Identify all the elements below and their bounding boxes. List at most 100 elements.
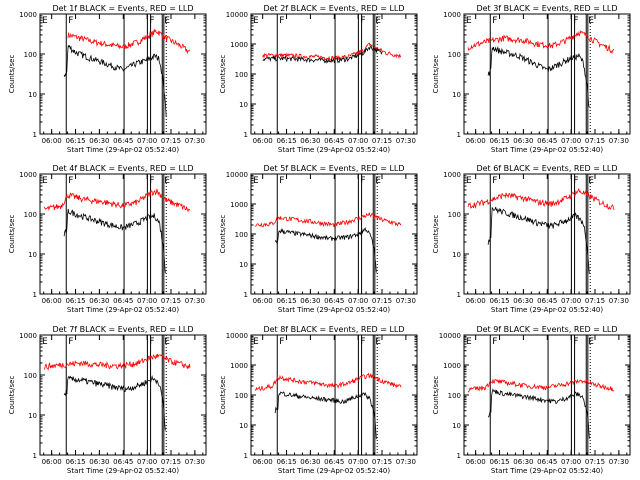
y-tick-label: 1 [457,131,461,139]
series-events-line [63,375,166,431]
y-tick-label: 1000 [19,11,37,19]
marker-label: F [68,16,73,26]
y-tick-label: 1 [244,291,248,299]
x-tick-label: 06:15 [276,297,296,305]
marker-label: F [279,337,284,347]
x-tick-label: 06:00 [466,458,486,466]
edge-label: E [253,176,259,186]
plot-frame [250,334,418,456]
y-tick-label: 10000 [226,171,248,179]
panel-title: Det 8f BLACK = Events, RED = LLD [263,325,404,334]
marker-label: E [588,337,594,347]
panel-det-8: Det 8f BLACK = Events, RED = LLD 1 10 100 10… [219,325,418,475]
x-tick-label: 07:15 [372,458,392,466]
x-tick-label: 06:45 [537,297,557,305]
y-tick-label: 1000 [443,11,461,19]
panel-det-4: Det 4f BLACK = Events, RED = LLD 1 10 100 10… [8,164,207,314]
marker-label: F [149,337,154,347]
x-tick-label: 06:45 [113,458,133,466]
y-tick-label: 1000 [230,201,248,209]
series-events-line [274,227,377,273]
x-tick-label: 06:30 [89,458,109,466]
marker-label: F [149,16,154,26]
y-tick-label: 1000 [443,362,461,370]
x-tick-label: 07:30 [185,137,205,145]
y-tick-label: 1000 [19,171,37,179]
x-tick-label: 07:30 [396,297,416,305]
series-events-line [274,391,377,440]
x-tick-label: 07:00 [561,297,581,305]
x-tick-label: 07:00 [348,297,368,305]
x-tick-label: 07:30 [609,137,629,145]
y-axis-label: Counts/sec [8,215,16,254]
panel-title: Det 2f BLACK = Events, RED = LLD [263,4,404,13]
x-tick-label: 07:15 [372,137,392,145]
x-tick-label: 06:00 [42,297,62,305]
marker-label: E [164,176,170,186]
x-tick-label: 06:30 [513,297,533,305]
x-tick-label: 07:15 [585,297,605,305]
series-lld-line [67,28,191,55]
x-tick-label: 06:45 [113,297,133,305]
x-tick-label: 06:15 [65,458,85,466]
y-axis-label: Counts/sec [432,215,440,254]
x-axis-label: Start Time (29-Apr-02 05:52:40) [278,146,390,154]
y-tick-label: 100 [235,231,248,239]
x-tick-label: 07:00 [561,458,581,466]
marker-label: E [375,176,381,186]
x-tick-label: 06:30 [513,458,533,466]
y-axis-label: Counts/sec [432,376,440,415]
y-tick-label: 100 [448,392,461,400]
panel-title: Det 5f BLACK = Events, RED = LLD [263,164,404,173]
panel-det-6: Det 6f BLACK = Events, RED = LLD 1 10 100 10… [432,164,631,314]
panel-title: Det 7f BLACK = Events, RED = LLD [52,325,193,334]
series-events-line [487,206,590,274]
x-tick-label: 07:30 [185,297,205,305]
y-axis-label: Counts/sec [8,55,16,94]
y-tick-label: 10 [28,251,37,259]
y-tick-label: 10 [28,412,37,420]
x-axis-label: Start Time (29-Apr-02 05:52:40) [278,467,390,475]
x-tick-label: 06:45 [537,137,557,145]
y-tick-label: 100 [24,51,37,59]
x-tick-label: 07:15 [585,458,605,466]
y-tick-label: 10 [452,91,461,99]
y-tick-label: 100 [235,392,248,400]
x-tick-label: 06:15 [276,137,296,145]
x-tick-label: 07:00 [137,137,157,145]
panel-det-7: Det 7f BLACK = Events, RED = LLD 1 10 100 10… [8,325,207,475]
x-tick-label: 07:15 [585,137,605,145]
marker-label: E [588,16,594,26]
edge-label: E [253,16,259,26]
panel-det-3: Det 3f BLACK = Events, RED = LLD 1 10 100 10… [432,4,631,154]
marker-label: E [375,16,381,26]
x-axis-label: Start Time (29-Apr-02 05:52:40) [278,306,390,314]
x-tick-label: 06:30 [300,458,320,466]
y-tick-label: 10 [239,261,248,269]
plot-frame [250,173,418,295]
series-events-line [63,208,166,274]
y-tick-label: 10 [239,101,248,109]
x-tick-label: 06:30 [89,297,109,305]
panel-title: Det 3f BLACK = Events, RED = LLD [476,4,617,13]
series-lld-line [467,29,615,55]
panel-det-2: Det 2f BLACK = Events, RED = LLD 1 10 100 10… [219,4,418,154]
marker-label: E [375,337,381,347]
y-axis-label: Counts/sec [8,376,16,415]
x-tick-label: 06:00 [466,297,486,305]
x-tick-label: 06:30 [300,137,320,145]
x-axis-label: Start Time (29-Apr-02 05:52:40) [67,306,179,314]
marker-label: F [279,16,284,26]
plot-frame [463,334,631,456]
plot-frame [463,173,631,295]
x-tick-label: 07:30 [396,458,416,466]
y-tick-label: 10 [452,422,461,430]
x-tick-label: 06:15 [276,458,296,466]
x-tick-label: 07:00 [348,137,368,145]
x-tick-label: 07:30 [185,458,205,466]
marker-label: F [68,337,73,347]
edge-label: E [42,337,48,347]
marker-label: F [360,337,365,347]
y-tick-label: 1 [457,452,461,460]
